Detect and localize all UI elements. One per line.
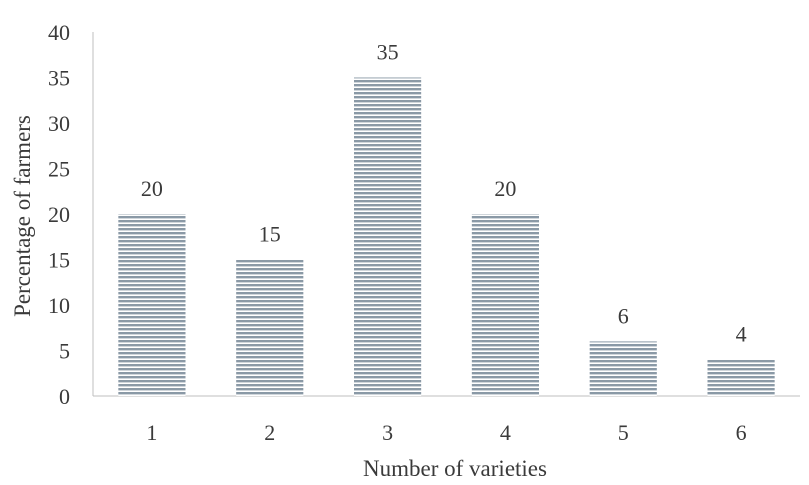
y-tick-label: 15 — [48, 248, 70, 273]
x-tick-label: 1 — [146, 420, 157, 445]
bar — [707, 359, 775, 396]
y-tick-label: 30 — [48, 111, 70, 136]
y-tick-label: 0 — [59, 384, 70, 409]
y-tick-label: 25 — [48, 157, 70, 182]
bar — [236, 259, 304, 396]
bar — [471, 214, 539, 396]
data-label: 20 — [494, 176, 516, 201]
bar — [589, 341, 657, 396]
bar — [118, 214, 186, 396]
y-tick-label: 20 — [48, 202, 70, 227]
data-label: 20 — [141, 176, 163, 201]
x-tick-label: 4 — [500, 420, 511, 445]
x-axis-title: Number of varieties — [363, 456, 547, 480]
x-tick-label: 3 — [382, 420, 393, 445]
y-axis-title: Percentage of farmers — [10, 115, 35, 317]
data-label: 6 — [618, 303, 629, 328]
bars — [118, 77, 775, 396]
x-axis: 1 2 3 4 5 6 — [93, 395, 800, 445]
y-tick-label: 5 — [59, 339, 70, 364]
y-tick-label: 35 — [48, 66, 70, 91]
x-tick-label: 5 — [618, 420, 629, 445]
data-label: 15 — [259, 222, 281, 247]
y-tick-label: 10 — [48, 293, 70, 318]
x-tick-label: 2 — [264, 420, 275, 445]
x-tick-label: 6 — [736, 420, 747, 445]
data-labels: 20 15 35 20 6 4 — [141, 40, 747, 347]
data-label: 4 — [736, 322, 747, 347]
data-label: 35 — [377, 40, 399, 65]
y-tick-label: 40 — [48, 20, 70, 45]
y-axis: 0 5 10 15 20 25 30 35 40 — [48, 20, 94, 409]
bar — [354, 77, 422, 396]
